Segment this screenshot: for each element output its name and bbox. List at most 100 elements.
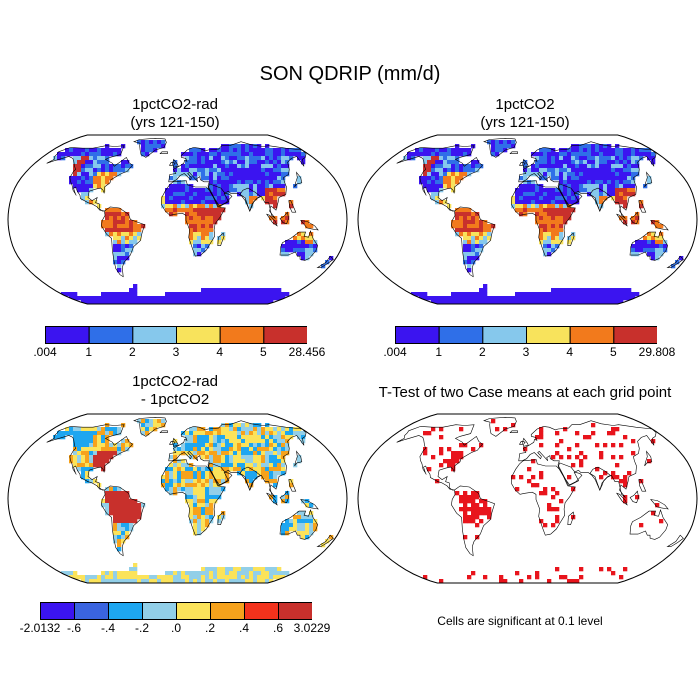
map-outline xyxy=(7,134,348,305)
colorbar-tick-label: 1 xyxy=(85,345,92,359)
coastline-iceland xyxy=(509,151,518,155)
coastline-newGuinea xyxy=(650,499,669,510)
map-1pctco2 xyxy=(355,132,700,307)
robinson-map xyxy=(357,134,698,305)
colorbar-box xyxy=(45,326,90,344)
colorbar-tick-label: 29.808 xyxy=(638,345,676,359)
colorbar-1pctco2-rad: .004 1 2 3 4 5 28.456 xyxy=(33,326,325,359)
coastline-sumatra xyxy=(616,213,628,227)
colorbar-tick-label: 2 xyxy=(128,345,136,359)
colorbar-box xyxy=(210,602,245,620)
coastline-africa xyxy=(161,459,226,536)
coastline-philippines xyxy=(638,479,647,492)
colorbar-box xyxy=(88,326,134,344)
robinson-map xyxy=(7,413,348,584)
colorbar-box xyxy=(176,602,211,620)
colorbar-box xyxy=(108,602,143,620)
coastline-arabia xyxy=(207,183,233,207)
coastline-ireland xyxy=(168,440,174,445)
coastline-india xyxy=(589,187,611,212)
coastline-greenland xyxy=(483,416,517,437)
field-cells xyxy=(403,140,684,304)
colorbar-tick-label: 4 xyxy=(566,345,573,359)
panel-title-ttest: T-Test of two Case means at each grid po… xyxy=(378,384,672,401)
colorbar-labels: .004 1 2 3 4 5 28.456 xyxy=(33,345,325,361)
map-ttest xyxy=(355,411,700,586)
coastline-eurasia xyxy=(518,141,657,219)
figure-title: SON QDRIP (mm/d) xyxy=(259,63,441,85)
coastline-sumatra xyxy=(266,492,278,506)
panel-title-1pctco2-rad: 1pctCO2-rad (yrs 121-150) xyxy=(130,96,220,131)
colorbar-tick-label: -2.0132 xyxy=(19,621,61,635)
colorbar-tick-label: .004 xyxy=(33,345,57,359)
coastline-borneo xyxy=(279,211,289,225)
coastline-newZealand xyxy=(666,534,684,547)
coastline-philippines xyxy=(288,479,297,492)
coastline-australia xyxy=(629,230,669,261)
coastline-eurasia xyxy=(518,420,657,498)
colorbar-box xyxy=(74,602,109,620)
coastline-southAmerica xyxy=(101,206,145,278)
coastline-japan xyxy=(294,171,303,188)
colorbar-boxes xyxy=(40,602,313,620)
coastline-ireland xyxy=(518,161,524,166)
coastline-eurasia xyxy=(168,141,307,219)
coastline-australia xyxy=(279,230,319,261)
colorbar-box xyxy=(395,326,440,344)
colorbar-box xyxy=(176,326,221,344)
coastline-india xyxy=(239,187,261,212)
coastline-japan xyxy=(644,450,653,467)
colorbar-box xyxy=(263,326,308,344)
colorbar-labels: -2.0132 -.6 -.4 -.2 .0 .2 .4 .6 3.0229 xyxy=(20,621,331,637)
map-outline xyxy=(357,134,698,305)
colorbar-difference: -2.0132 -.6 -.4 -.2 .0 .2 .4 .6 3.0229 xyxy=(20,602,330,635)
coastlines xyxy=(46,416,334,557)
coastline-iceland xyxy=(159,430,168,434)
colorbar-box xyxy=(569,326,615,344)
coastline-borneo xyxy=(279,490,289,504)
colorbar-boxes xyxy=(395,326,658,344)
colorbar-1pctco2: .004 1 2 3 4 5 29.808 xyxy=(383,326,675,359)
coastline-northAmerica xyxy=(396,424,483,491)
colorbar-box xyxy=(613,326,658,344)
significance-note: Cells are significant at 0.1 level xyxy=(437,614,603,628)
field-cells xyxy=(53,419,334,583)
coastline-japan xyxy=(294,450,303,467)
coastline-arabia xyxy=(207,462,233,486)
colorbar-tick-label: 5 xyxy=(609,345,617,359)
coastline-madagascar xyxy=(217,232,225,246)
colorbar-tick-label: -.4 xyxy=(100,621,116,635)
coastline-arabia xyxy=(557,183,583,207)
coastline-greenland xyxy=(133,137,167,158)
coastline-britain xyxy=(172,437,179,447)
map-outline xyxy=(7,413,348,584)
coastline-southAmerica xyxy=(101,485,145,557)
coastline-newZealand xyxy=(316,255,334,268)
coastline-southAmerica xyxy=(451,206,495,278)
coastline-southAmerica xyxy=(451,485,495,557)
colorbar-tick-label: 4 xyxy=(216,345,223,359)
coastline-northAmerica xyxy=(46,424,133,491)
coastline-iceland xyxy=(159,151,168,155)
coastline-arabia xyxy=(557,462,583,486)
colorbar-tick-label: 28.456 xyxy=(288,345,326,359)
coastline-australia xyxy=(279,509,319,540)
coastline-newZealand xyxy=(316,534,334,547)
colorbar-tick-label: .4 xyxy=(238,621,250,635)
coastline-northAmerica xyxy=(46,145,133,212)
coastline-sumatra xyxy=(266,213,278,227)
colorbar-tick-label: -.2 xyxy=(134,621,150,635)
colorbar-tick-label: .6 xyxy=(272,621,284,635)
coastline-britain xyxy=(522,158,529,168)
colorbar-tick-label: .2 xyxy=(204,621,216,635)
coastline-madagascar xyxy=(567,511,575,525)
coastline-iceland xyxy=(509,430,518,434)
coastline-india xyxy=(239,466,261,491)
colorbar-box xyxy=(142,602,177,620)
colorbar-box xyxy=(40,602,75,620)
coastline-australia xyxy=(629,509,669,540)
colorbar-tick-label: 3 xyxy=(522,345,530,359)
coastlines xyxy=(396,416,684,557)
coastline-philippines xyxy=(638,200,647,213)
coastline-britain xyxy=(522,437,529,447)
